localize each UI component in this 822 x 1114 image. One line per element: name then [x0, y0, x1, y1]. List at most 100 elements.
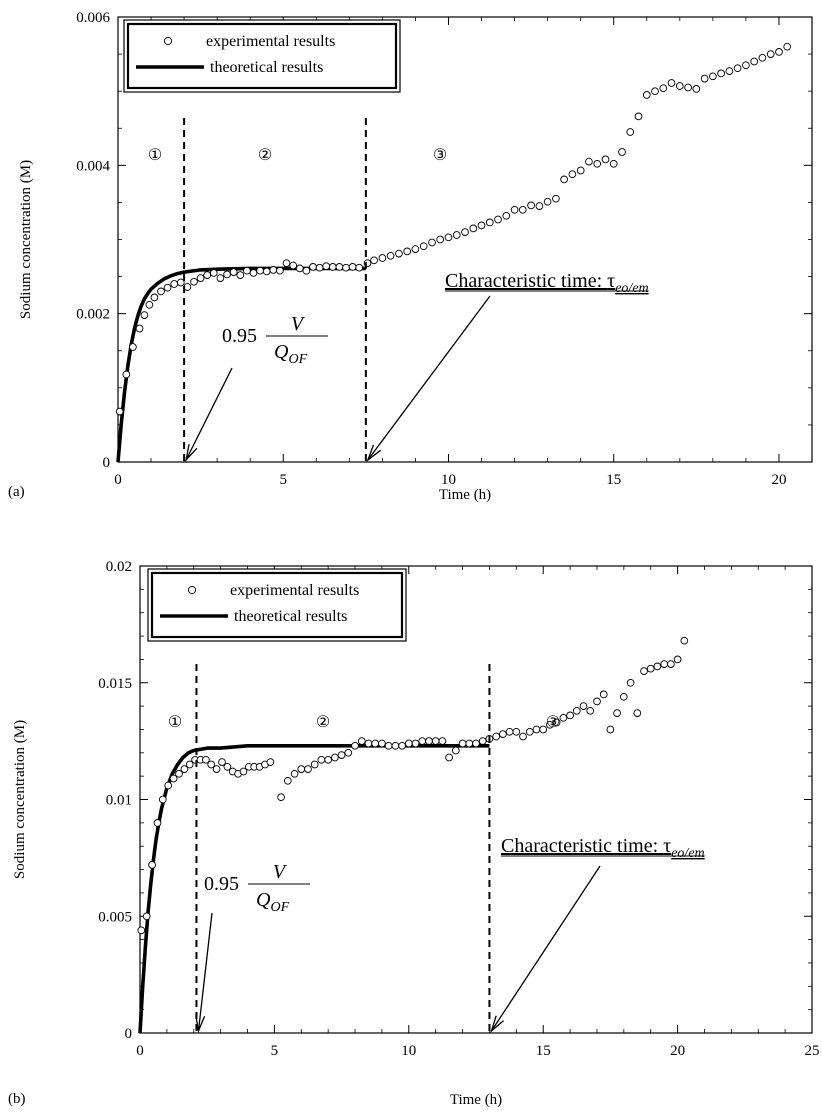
x-tick-label: 10: [441, 472, 456, 488]
x-tick-label: 20: [670, 1043, 685, 1059]
data-point: [445, 753, 453, 762]
data-point: [297, 765, 306, 773]
data-point: [351, 741, 359, 750]
data-point: [527, 201, 535, 210]
legend-label-experimental: experimental results: [206, 33, 335, 50]
data-point: [328, 263, 337, 271]
fraction-numerator: V: [273, 861, 288, 883]
x-tick-label: 20: [771, 472, 786, 488]
data-point: [289, 261, 298, 270]
y-tick-label: 0.02: [106, 559, 132, 575]
data-point: [386, 251, 395, 260]
data-point: [505, 727, 514, 736]
data-point: [309, 263, 317, 271]
data-point: [398, 741, 406, 750]
data-point: [142, 912, 151, 921]
data-point: [384, 741, 393, 750]
data-point: [599, 690, 608, 699]
fraction-numerator: V: [291, 313, 306, 335]
data-point: [158, 795, 167, 804]
arrow-head-fraction: [195, 1015, 206, 1034]
fraction-denominator: QOF: [274, 341, 308, 367]
data-point: [742, 61, 750, 70]
data-point: [419, 242, 428, 251]
data-point: [692, 85, 701, 93]
region-label: ①: [168, 714, 182, 731]
x-axis-label: Time (h): [439, 487, 491, 503]
data-point: [175, 769, 183, 778]
data-point: [626, 128, 635, 136]
region-label: ①: [148, 147, 162, 164]
data-point: [135, 324, 144, 333]
data-point: [783, 42, 792, 51]
legend-marker-experimental: [163, 36, 173, 46]
data-point: [317, 755, 326, 764]
data-point: [115, 407, 124, 416]
data-point: [223, 762, 232, 771]
data-point: [653, 662, 662, 671]
data-point: [750, 57, 759, 66]
panel-label: (b): [8, 1091, 26, 1107]
data-point: [469, 224, 478, 233]
data-point: [391, 741, 400, 750]
data-point: [560, 175, 568, 184]
data-point: [140, 311, 149, 319]
data-point: [438, 737, 447, 745]
data-point: [324, 755, 333, 764]
data-point: [646, 664, 655, 673]
annotation-characteristic-time: Characteristic time: τeo/em: [445, 270, 649, 296]
fraction-subscript: OF: [270, 900, 289, 915]
data-point: [216, 274, 225, 282]
data-point: [633, 709, 642, 717]
theoretical-line: [138, 744, 490, 1034]
data-point: [725, 67, 734, 75]
data-point: [461, 228, 469, 236]
data-point: [543, 197, 552, 206]
data-point: [148, 861, 156, 869]
data-point: [586, 706, 595, 715]
legend-label-theoretical: theoretical results: [210, 59, 323, 76]
data-point: [207, 760, 216, 769]
data-point: [619, 692, 628, 701]
data-point: [673, 655, 682, 664]
panel-label: (a): [8, 484, 25, 500]
data-point: [202, 755, 210, 764]
data-point: [733, 64, 742, 73]
data-point: [282, 259, 291, 268]
data-point: [236, 271, 245, 279]
y-axis-label: Sodium concentration (M): [18, 160, 34, 319]
data-point: [485, 218, 494, 227]
data-point: [634, 112, 643, 121]
data-point: [418, 737, 427, 745]
data-point: [717, 69, 725, 78]
data-point: [532, 725, 541, 734]
x-tick-label: 15: [606, 472, 621, 488]
data-point: [378, 739, 386, 748]
data-point: [170, 280, 179, 288]
data-point: [256, 266, 264, 275]
data-point: [436, 235, 445, 244]
data-point: [512, 727, 521, 736]
x-tick-label: 5: [279, 472, 287, 488]
y-tick-label: 0.002: [76, 307, 110, 323]
data-point: [335, 263, 344, 271]
arrow-shaft-characteristic: [367, 295, 491, 461]
data-point: [452, 231, 461, 239]
data-point: [223, 270, 231, 279]
y-tick-label: 0.005: [98, 909, 132, 925]
region-label: ②: [316, 714, 330, 731]
data-point: [315, 263, 324, 272]
data-point: [218, 758, 226, 766]
data-point: [209, 269, 218, 277]
data-point: [262, 267, 271, 276]
tau-symbol: τ: [663, 835, 671, 857]
data-point: [451, 746, 460, 755]
legend-box-outer: [147, 568, 407, 642]
data-point: [618, 148, 626, 156]
data-point: [122, 370, 131, 379]
data-point: [478, 737, 487, 745]
region-label: ③: [546, 714, 560, 731]
y-axis-label: Sodium concentration (M): [12, 720, 28, 879]
data-point: [371, 739, 380, 748]
arrow-shaft-characteristic: [490, 865, 601, 1032]
